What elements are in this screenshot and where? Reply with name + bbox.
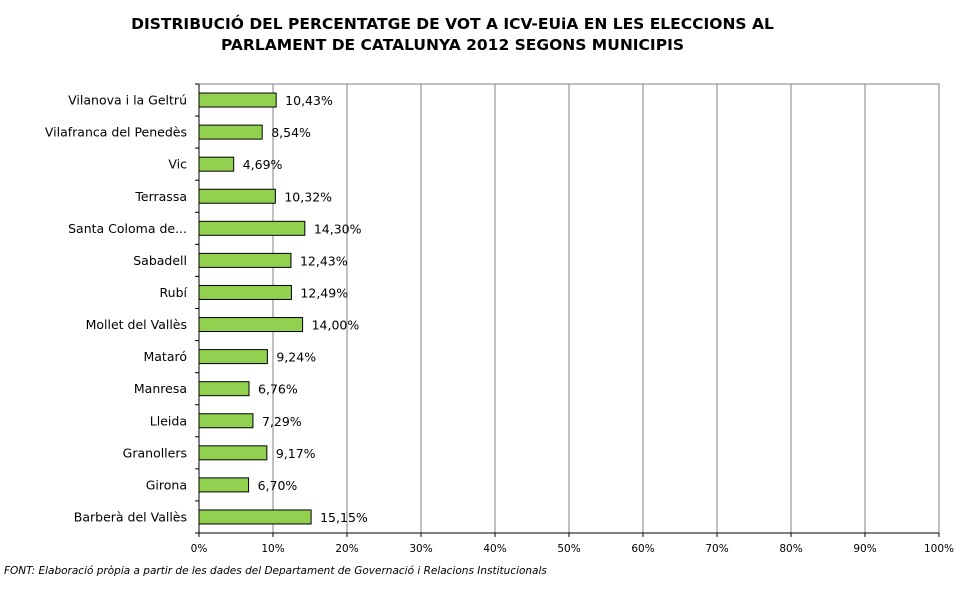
data-label: 6,70% bbox=[258, 478, 298, 493]
bar[interactable] bbox=[198, 188, 276, 204]
category-label: Manresa bbox=[134, 381, 187, 396]
chart-title-line-1: DISTRIBUCIÓ DEL PERCENTATGE DE VOT A ICV… bbox=[131, 15, 774, 33]
bar[interactable] bbox=[198, 317, 304, 333]
bar[interactable] bbox=[198, 445, 268, 461]
bar[interactable] bbox=[198, 284, 292, 300]
bar[interactable] bbox=[198, 252, 292, 268]
category-label: Vilafranca del Penedès bbox=[45, 125, 187, 140]
x-tick-label: 40% bbox=[483, 543, 506, 555]
bar[interactable] bbox=[198, 413, 254, 429]
category-label: Rubí bbox=[160, 285, 188, 300]
data-label: 14,00% bbox=[312, 318, 360, 333]
x-tick-label: 10% bbox=[261, 543, 284, 555]
chart-title-line-2: PARLAMENT DE CATALUNYA 2012 SEGONS MUNIC… bbox=[221, 36, 684, 54]
category-label: Terrassa bbox=[134, 189, 187, 204]
data-label: 10,43% bbox=[285, 93, 333, 108]
category-label: Sabadell bbox=[133, 253, 187, 268]
x-tick-label: 100% bbox=[924, 543, 954, 555]
category-label: Lleida bbox=[150, 413, 187, 428]
x-tick-label: 0% bbox=[191, 543, 208, 555]
x-tick-label: 50% bbox=[557, 543, 580, 555]
data-label: 9,24% bbox=[276, 350, 316, 365]
category-label: Granollers bbox=[123, 445, 187, 460]
chart-title: DISTRIBUCIÓ DEL PERCENTATGE DE VOT A ICV… bbox=[0, 14, 905, 56]
x-tick-label: 90% bbox=[853, 543, 876, 555]
data-label: 6,76% bbox=[258, 382, 298, 397]
category-label: Santa Coloma de... bbox=[68, 221, 187, 236]
data-label: 10,32% bbox=[284, 189, 332, 204]
x-tick-label: 80% bbox=[779, 543, 802, 555]
x-tick-label: 60% bbox=[631, 543, 654, 555]
bar[interactable] bbox=[198, 509, 312, 525]
data-label: 14,30% bbox=[314, 221, 362, 236]
category-label: Barberà del Vallès bbox=[74, 509, 187, 524]
x-tick-label: 70% bbox=[705, 543, 728, 555]
x-tick-label: 30% bbox=[409, 543, 432, 555]
data-label: 8,54% bbox=[271, 125, 311, 140]
bar[interactable] bbox=[198, 349, 268, 365]
x-tick-label: 20% bbox=[335, 543, 358, 555]
bar[interactable] bbox=[198, 477, 250, 493]
data-label: 12,49% bbox=[300, 285, 348, 300]
data-label: 4,69% bbox=[243, 157, 283, 172]
category-label: Girona bbox=[146, 477, 187, 492]
category-label: Mollet del Vallès bbox=[86, 317, 187, 332]
bar[interactable] bbox=[198, 156, 235, 172]
category-label: Vilanova i la Geltrú bbox=[68, 93, 187, 108]
data-label: 9,17% bbox=[276, 446, 316, 461]
bar[interactable] bbox=[198, 92, 277, 108]
category-label: Mataró bbox=[143, 349, 187, 364]
category-label: Vic bbox=[168, 157, 187, 172]
data-label: 12,43% bbox=[300, 253, 348, 268]
bar[interactable] bbox=[198, 124, 263, 140]
data-label: 7,29% bbox=[262, 414, 302, 429]
bar[interactable] bbox=[198, 220, 306, 236]
data-label: 15,15% bbox=[320, 510, 368, 525]
bar[interactable] bbox=[198, 381, 250, 397]
source-note: FONT: Elaboració pròpia a partir de les … bbox=[4, 565, 547, 577]
